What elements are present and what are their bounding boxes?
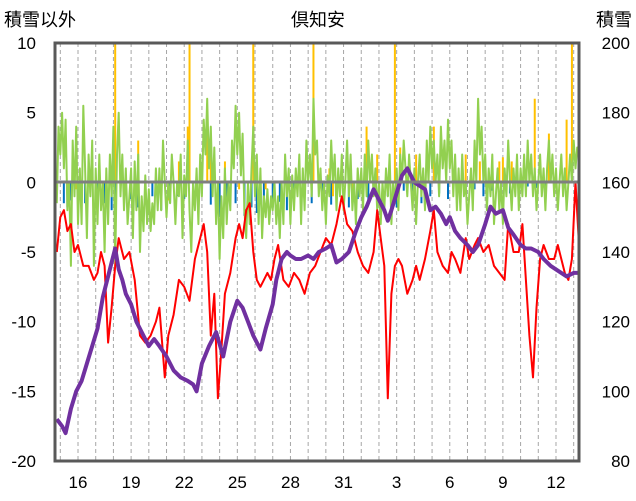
snowfall-bar [510,161,513,183]
right-tick-label: 180 [602,104,630,123]
right-tick-label: 140 [602,243,630,262]
x-tick-label: 12 [547,473,566,492]
precipitation-bar [209,182,212,205]
x-tick-label: 3 [392,473,401,492]
chart-title: 倶知安 [291,10,345,31]
right-axis-label: 積雪 [596,10,632,31]
right-tick-label: 200 [602,34,630,53]
right-tick-label: 120 [602,313,630,332]
precipitation-bar [62,182,65,204]
x-tick-label: 28 [281,473,300,492]
snowfall-bar [501,157,504,183]
snow_depth-line [55,166,579,436]
left-tick-label: 5 [27,104,36,123]
x-tick-label: 25 [228,473,247,492]
precipitation-bar [526,182,529,187]
x-tick-label: 16 [69,473,88,492]
x-tick-label: 9 [498,473,507,492]
tick-labels: 10 5 0 -5 -10 -15 -20 200 180 160 140 120 100 80 16 19 2… [11,34,630,492]
snowfall-bar [393,43,396,183]
snowfall-bar [114,43,117,183]
precipitation-bar [429,182,432,197]
precipitation-bar [330,182,333,205]
right-tick-label: 100 [602,382,630,401]
snowfall-bar [206,133,209,183]
right-tick-label: 160 [602,173,630,192]
precipitation-bar [218,182,221,218]
x-tick-label: 31 [334,473,353,492]
x-tick-label: 22 [175,473,194,492]
snowfall-bar [376,154,379,183]
precipitation-bar [535,182,538,188]
snowfall-bar [498,161,501,183]
left-tick-label: -20 [11,452,36,471]
precipitation-bar [103,182,106,204]
snowfall-bar [365,126,368,183]
left-tick-label: 10 [17,34,36,53]
right-tick-label: 80 [611,452,630,471]
precipitation-bar [473,182,476,190]
precipitation-bar [367,182,370,204]
series-lines [55,97,580,436]
snowfall-bar [75,182,78,190]
snowfall-bar [415,154,418,183]
snowfall-bar [478,161,481,183]
x-tick-label: 19 [122,473,141,492]
left-tick-label: -10 [11,313,36,332]
snowfall-bar [252,43,255,183]
left-tick-label: -5 [21,243,36,262]
precipitation-bar [278,182,281,202]
snowfall-bar [533,98,536,183]
snowfall-bar [464,154,467,183]
left-tick-label: -15 [11,382,36,401]
precipitation-bar [482,182,485,197]
snowfall-bar [177,161,180,183]
wind-line [55,97,580,267]
precipitation-bar [234,182,237,204]
plot-frame [53,41,581,463]
precipitation-bar [69,182,72,201]
precipitation-bar [151,182,154,197]
snowfall-bar [570,43,573,183]
temperature-line [55,181,580,400]
precipitation-bar [262,182,265,204]
snowfall-bar [188,43,191,183]
left-tick-label: 0 [27,173,36,192]
precipitation-bar [255,182,258,213]
snowfall-bar [331,182,334,197]
left-axis-label: 積雪以外 [4,10,76,31]
precipitation-bar [544,182,547,187]
precipitation-bar [402,182,405,191]
snowfall-bar [565,119,568,183]
snowfall-bar [264,182,267,190]
snowfall-bar [238,182,241,190]
precipitation-bar [447,182,449,200]
x-tick-label: 6 [445,473,454,492]
